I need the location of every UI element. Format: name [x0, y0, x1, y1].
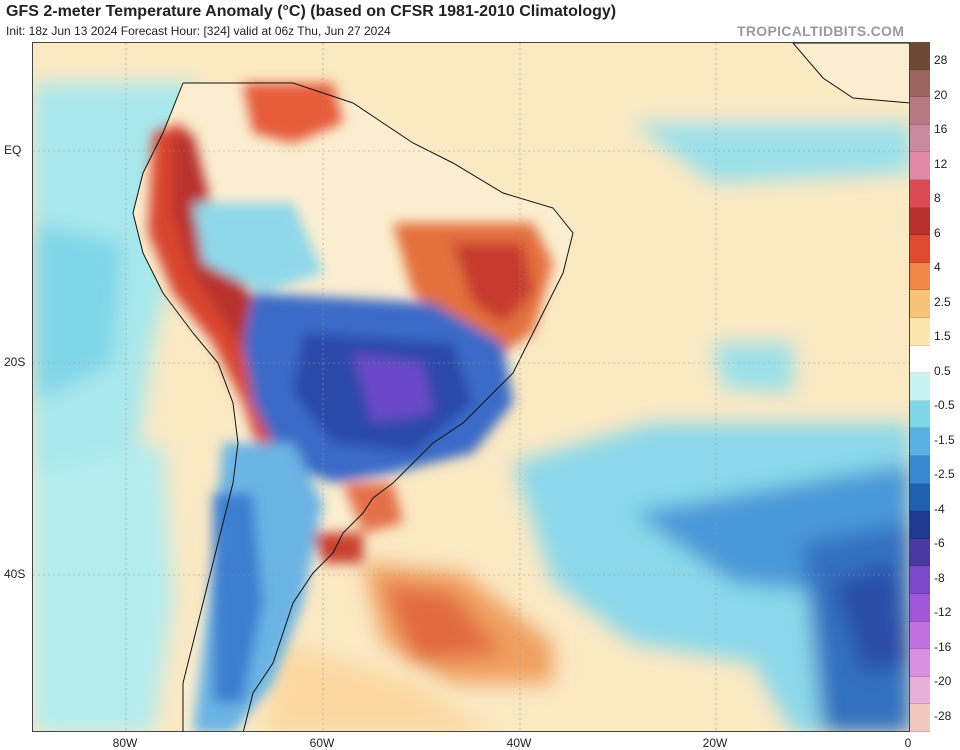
colorbar-segment: [910, 207, 930, 236]
anomaly-map: [32, 42, 910, 732]
colorbar-label: 1.5: [934, 329, 951, 344]
colorbar-segment: [910, 676, 930, 705]
colorbar-label: -20: [934, 674, 952, 689]
colorbar-segment: [910, 373, 930, 401]
colorbar: [910, 42, 930, 732]
colorbar-segment: [910, 511, 930, 539]
lon-label-80w: 80W: [112, 736, 138, 750]
lat-label-40s: 40S: [4, 567, 26, 581]
colorbar-segment: [910, 290, 930, 318]
colorbar-label: 6: [934, 225, 941, 240]
colorbar-label: -12: [934, 605, 952, 620]
graticule: [33, 43, 909, 731]
colorbar-segment: [910, 594, 930, 622]
map-svg: [33, 43, 909, 731]
colorbar-segment: [910, 97, 930, 125]
colorbar-label: -0.5: [934, 398, 955, 413]
colorbar-segment: [910, 428, 930, 456]
colorbar-segment: [910, 483, 930, 512]
colorbar-label: 8: [934, 191, 941, 206]
lon-label-0: 0: [904, 736, 912, 750]
colorbar-label: -16: [934, 639, 952, 654]
colorbar-label: -4: [934, 501, 945, 516]
land-anomaly-fields: [148, 83, 553, 731]
lat-label-eq: EQ: [4, 143, 22, 157]
west-coastline: [132, 82, 239, 731]
lon-label-40w: 40W: [506, 736, 532, 750]
colorbar-segment: [910, 704, 930, 732]
map-title: GFS 2-meter Temperature Anomaly (°C) (ba…: [6, 3, 617, 20]
colorbar-segment: [910, 318, 930, 346]
colorbar-segment: [910, 456, 930, 484]
colorbar-label: 28: [934, 53, 948, 67]
colorbar-label: -8: [934, 570, 945, 585]
colorbar-segment: [910, 124, 930, 153]
colorbar-label: 16: [934, 122, 948, 137]
africa-coast: [792, 43, 909, 104]
colorbar-segment: [910, 262, 930, 291]
lon-label-20w: 20W: [702, 736, 728, 750]
colorbar-segment: [910, 400, 930, 429]
colorbar-segment: [910, 152, 930, 180]
lon-label-60w: 60W: [309, 736, 335, 750]
colorbar-label: 2.5: [934, 294, 951, 309]
colorbar-segment: [910, 649, 930, 677]
lat-label-20s: 20S: [4, 355, 26, 369]
map-subtitle: Init: 18z Jun 13 2024 Forecast Hour: [32…: [6, 24, 391, 38]
colorbar-segment: [910, 235, 930, 263]
watermark: TROPICALTIDBITS.COM: [737, 23, 905, 39]
coastline: [183, 82, 574, 731]
colorbar-label: 12: [934, 156, 948, 171]
colorbar-label: -2.5: [934, 467, 955, 482]
colorbar-segment: [910, 42, 930, 70]
colorbar-label: -6: [934, 536, 945, 551]
colorbar-label: 20: [934, 87, 948, 102]
colorbar-label: -28: [934, 709, 952, 723]
colorbar-label: -1.5: [934, 432, 955, 447]
colorbar-segment: [910, 345, 930, 374]
colorbar-segment: [910, 566, 930, 594]
colorbar-label: 0.5: [934, 363, 951, 378]
colorbar-segment: [910, 69, 930, 98]
colorbar-segment: [910, 538, 930, 567]
colorbar-label: 4: [934, 260, 941, 275]
colorbar-segment: [910, 180, 930, 208]
colorbar-segment: [910, 621, 930, 650]
